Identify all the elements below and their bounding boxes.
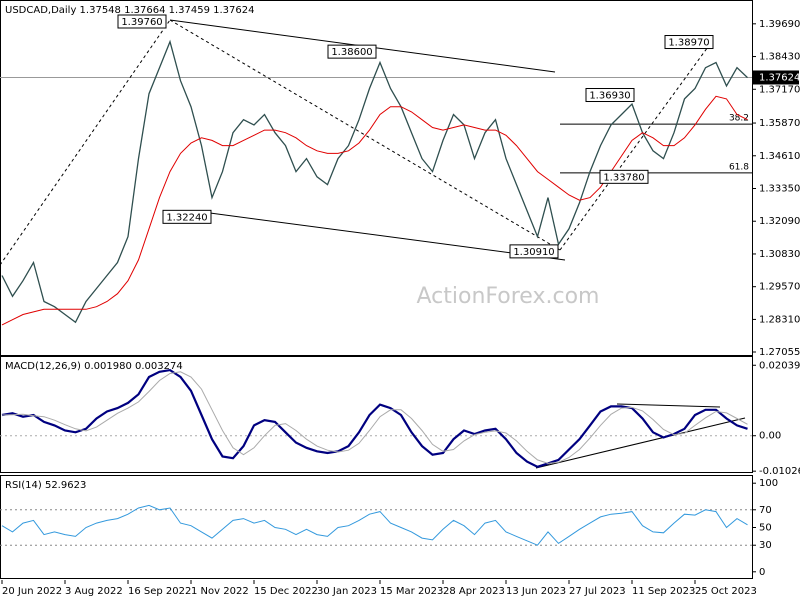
x-tick-label: 30 Jan 2023 [317, 586, 377, 597]
annotation-box [664, 35, 714, 50]
y-tick-label: 0 [759, 567, 765, 578]
fib-label: 38.2 [729, 114, 749, 124]
annotation-label: 1.33780 [603, 172, 644, 183]
trend-line [0, 19, 171, 266]
annotation-box [327, 44, 377, 59]
fib-label: 61.8 [729, 162, 749, 172]
y-tick-label: 1.35870 [759, 118, 800, 129]
annotation-box [117, 14, 167, 29]
trend-line [559, 39, 714, 251]
annotation-box [509, 244, 559, 259]
y-tick-label: 1.28310 [759, 314, 800, 325]
y-tick-label: 1.39690 [759, 19, 800, 30]
y-tick-label: 1.38430 [759, 52, 800, 63]
y-tick-label: 1.29570 [759, 282, 800, 293]
y-tick-label: 1.37170 [759, 84, 800, 95]
last-price-box [753, 70, 799, 85]
panel-title: USDCAD,Daily 1.37548 1.37664 1.37459 1.3… [5, 5, 255, 16]
y-tick-label: -0.01026 [759, 466, 800, 477]
trend-line [616, 403, 721, 408]
x-tick-label: 15 Dec 2022 [254, 586, 318, 597]
panel-frame [0, 356, 753, 473]
x-tick-label: 27 Jul 2023 [569, 586, 626, 597]
annotation-label: 1.36930 [589, 91, 630, 102]
x-tick-label: 25 Oct 2023 [695, 586, 757, 597]
x-tick-label: 15 Mar 2023 [380, 586, 443, 597]
annotation-box [585, 88, 635, 103]
y-tick-label: 1.33350 [759, 184, 800, 195]
y-tick-label: 0.020399 [759, 360, 800, 371]
annotation-label: 1.38600 [331, 47, 372, 58]
panel-frame [0, 0, 753, 356]
annotation-box [599, 169, 649, 184]
x-tick-label: 1 Nov 2022 [191, 586, 249, 597]
last-price-label: 1.37624 [759, 72, 800, 83]
annotation-label: 1.38970 [668, 38, 709, 49]
x-tick-label: 11 Sep 2023 [632, 586, 695, 597]
y-tick-label: 50 [759, 523, 772, 534]
panel-title: RSI(14) 52.9623 [5, 480, 86, 491]
trend-line [535, 417, 746, 469]
y-tick-label: 30 [759, 540, 772, 551]
panel-title: MACD(12,26,9) 0.001980 0.003274 [5, 361, 183, 372]
y-tick-label: 1.32090 [759, 216, 800, 227]
watermark: ActionForex.com [417, 284, 600, 309]
y-tick-label: 1.30830 [759, 249, 800, 260]
x-tick-label: 20 Jun 2022 [2, 586, 62, 597]
x-tick-label: 13 Jun 2023 [506, 586, 566, 597]
series-line [1, 368, 748, 468]
y-tick-label: 100 [759, 478, 778, 489]
annotation-box [162, 209, 212, 224]
x-tick-label: 28 Apr 2023 [443, 586, 505, 597]
y-tick-label: 70 [759, 505, 772, 516]
trend-line [209, 212, 566, 261]
x-tick-label: 16 Sep 2022 [128, 586, 191, 597]
series-line [1, 371, 748, 464]
x-tick-label: 3 Aug 2022 [65, 586, 123, 597]
series-line [1, 39, 748, 324]
series-line [1, 504, 748, 546]
y-tick-label: 1.27055 [759, 347, 800, 358]
y-tick-label: 1.34610 [759, 151, 800, 162]
annotation-label: 1.32240 [166, 212, 207, 223]
series-line [1, 95, 748, 326]
annotation-label: 1.30910 [513, 247, 554, 258]
y-tick-label: 0.00 [759, 431, 781, 442]
annotation-label: 1.39760 [121, 17, 162, 28]
